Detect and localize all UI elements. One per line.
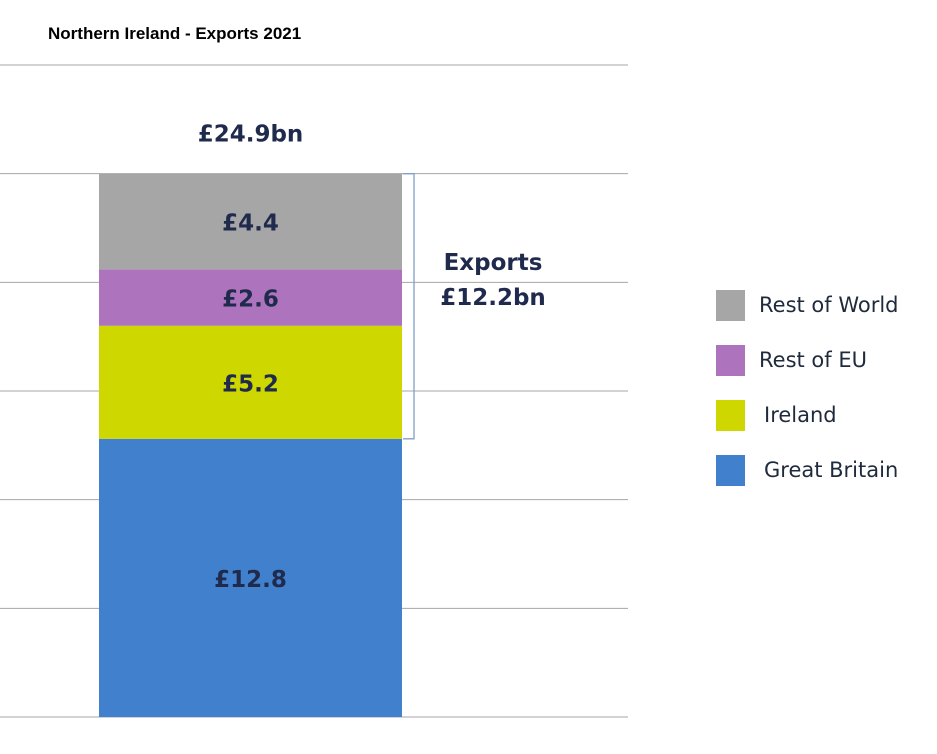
total-label: £24.9bn	[198, 122, 304, 148]
legend-swatch-rest-of-eu	[716, 345, 745, 376]
bracket-line	[403, 173, 415, 440]
bar-segment-rest-of-eu	[99, 269, 402, 326]
data-labels: £12.8 £5.2 £2.6 £4.4 £24.9bn	[198, 122, 304, 593]
legend-label-rest-of-eu: Rest of EU	[759, 348, 867, 372]
legend-item-rest-of-eu: Rest of EU	[716, 345, 931, 376]
legend-item-rest-of-world: Rest of World	[716, 290, 931, 321]
legend-swatch-great-britain	[716, 455, 745, 486]
data-label-rest-of-world: £4.4	[222, 210, 279, 236]
bar-segment-ireland	[99, 325, 402, 439]
legend-label-rest-of-world: Rest of World	[759, 293, 899, 317]
bracket-title: Exports	[444, 250, 543, 276]
bar-segment-rest-of-world	[99, 173, 402, 270]
data-label-ireland: £5.2	[222, 371, 279, 397]
data-label-great-britain: £12.8	[214, 567, 287, 593]
legend-swatch-ireland	[716, 400, 745, 431]
bar-stack	[99, 173, 402, 717]
chart-title: Northern Ireland - Exports 2021	[48, 24, 302, 43]
bracket-value: £12.2bn	[440, 285, 546, 311]
bar-segment-great-britain	[99, 438, 402, 717]
legend-label-great-britain: Great Britain	[764, 458, 899, 482]
legend-label-ireland: Ireland	[764, 403, 837, 427]
legend-item-great-britain: Great Britain	[716, 455, 931, 486]
legend-swatch-rest-of-world	[716, 290, 745, 321]
data-label-rest-of-eu: £2.6	[222, 287, 279, 313]
exports-bracket: Exports £12.2bn	[403, 173, 546, 440]
legend-item-ireland: Ireland	[716, 400, 931, 431]
legend: Rest of World Rest of EU Ireland Great B…	[716, 290, 931, 510]
